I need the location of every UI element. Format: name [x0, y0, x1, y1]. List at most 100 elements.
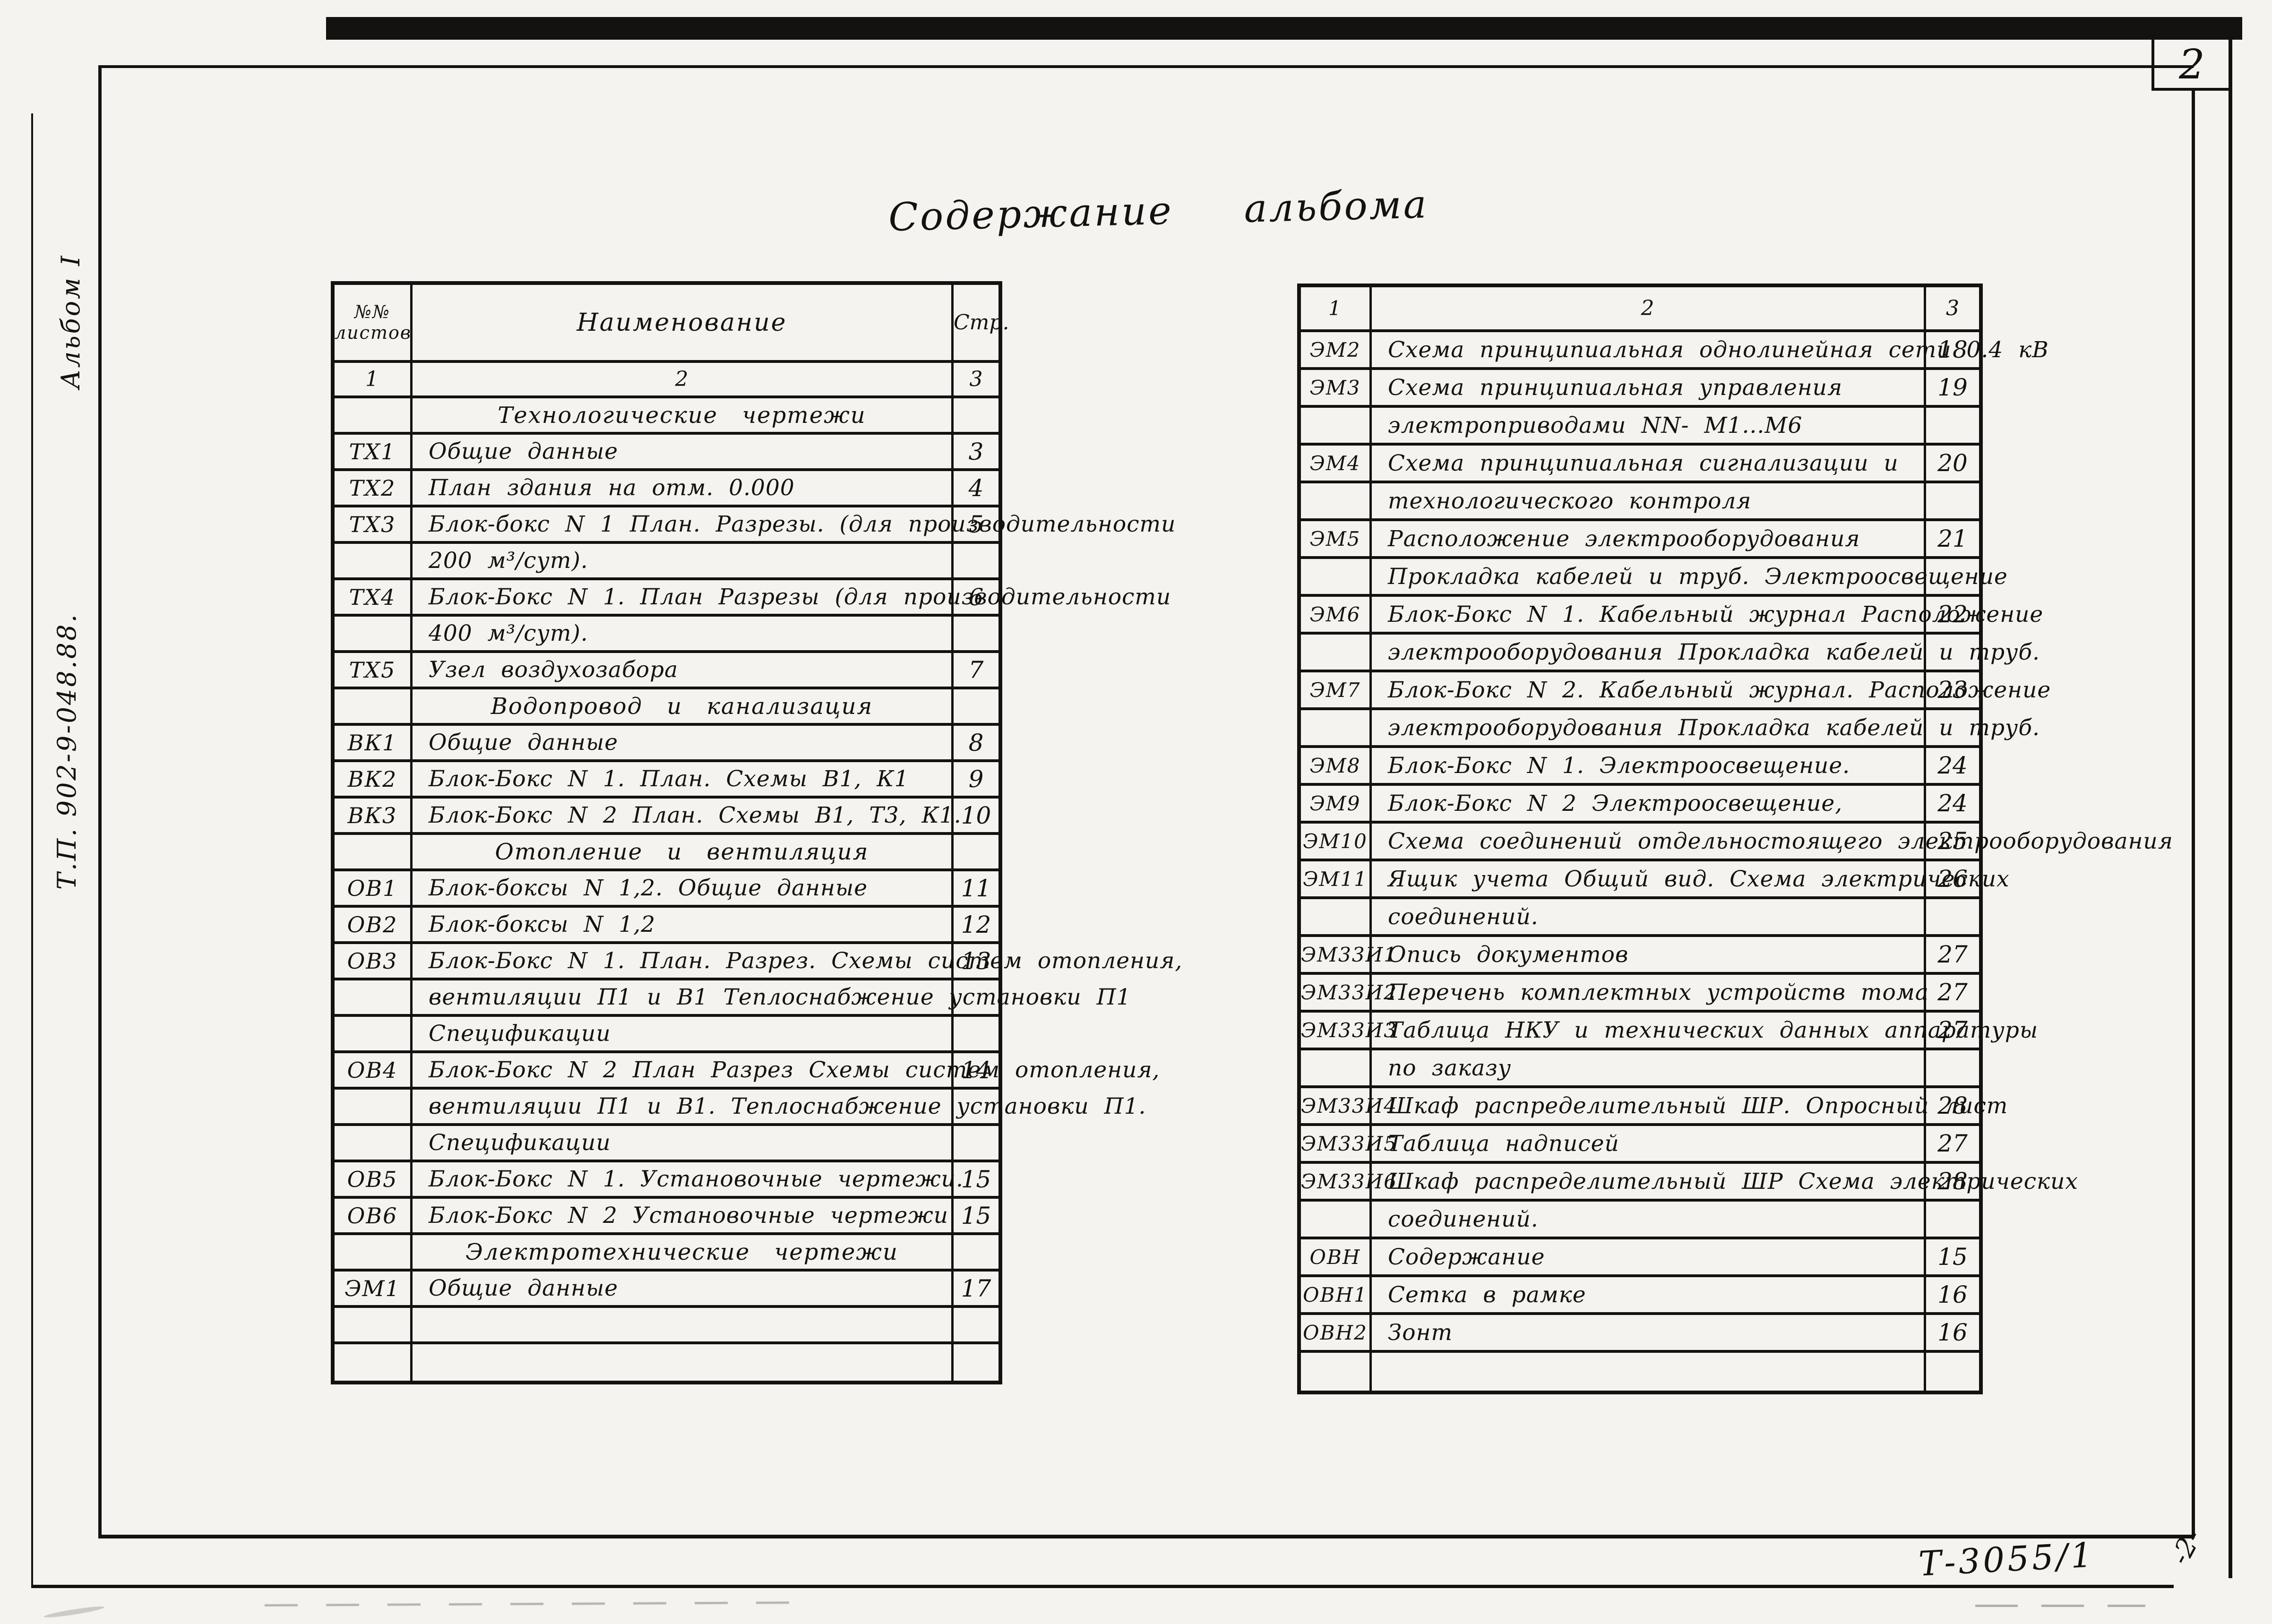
- column-number-cell: 3: [1926, 287, 1979, 332]
- sheet-name-cell: Блок-Бокс N 1. Кабельный журнал Располож…: [1372, 597, 2043, 635]
- sheet-id-cell: [335, 980, 413, 1017]
- sheet-id-cell: [1301, 408, 1372, 446]
- page-number-cell: 24: [1926, 786, 1979, 824]
- sheet-name-cell: Спецификации: [413, 1126, 954, 1162]
- sheet-name-cell: Таблица НКУ и технических данных аппарат…: [1372, 1013, 2038, 1050]
- page-number-cell: 28: [1926, 1088, 1979, 1126]
- toc-row: ОВ6 Блок-Бокс N 2 Установочные чертежи 1…: [335, 1199, 998, 1235]
- page-number-cell: 15: [954, 1199, 998, 1235]
- page-number-cell: [1926, 559, 1979, 597]
- toc-row: 400 м³/сут).: [335, 617, 998, 653]
- sheet-id-cell: ТХ1: [335, 435, 413, 471]
- sheet-id-cell: ОВ2: [335, 908, 413, 944]
- document-number: Т-3055/1: [1918, 1535, 2096, 1584]
- toc-row: электроприводами NN- М1...М6: [1301, 408, 1979, 446]
- sheet-id-cell: [335, 1090, 413, 1126]
- sheet-id-cell: [335, 1344, 413, 1381]
- sheet-name-cell: электрооборудования Прокладка кабелей и …: [1372, 635, 2040, 672]
- sheet-name-cell: Зонт: [1372, 1315, 1926, 1353]
- toc-row: соединений.: [1301, 899, 1979, 937]
- toc-row: ЭМ33И6 Шкаф распределительный ШР Схема э…: [1301, 1164, 2078, 1202]
- page-number-cell: 23: [1926, 672, 1979, 710]
- album-margin-label: Альбом I: [56, 254, 86, 389]
- page-number-cell: 16: [1926, 1315, 1979, 1353]
- sheet-name-cell: Шкаф распределительный ШР. Опросный лист: [1372, 1088, 2007, 1126]
- page-number-cell: [954, 1017, 998, 1053]
- sheet-id-cell: [1301, 635, 1372, 672]
- table-header-row: №№ листов Наименование Стр.: [335, 285, 1009, 363]
- page-number-cell: [954, 617, 998, 653]
- page-number-cell: [1926, 1202, 1979, 1239]
- toc-row: ЭМ2 Схема принципиальная однолинейная се…: [1301, 332, 2048, 370]
- frame-bottom-line: [98, 1535, 2195, 1538]
- toc-row: электрооборудования Прокладка кабелей и …: [1301, 635, 2040, 672]
- sheet-id-cell: ОВН1: [1301, 1277, 1372, 1315]
- sheet-id-cell: ОВ4: [335, 1053, 413, 1090]
- sheet-id-cell: ОВН2: [1301, 1315, 1372, 1353]
- sheet-name-cell: Блок-боксы N 1,2: [413, 908, 954, 944]
- sheet-name-cell: Спецификации: [413, 1017, 954, 1053]
- sheet-id-cell: ЭМ7: [1301, 672, 1372, 710]
- sheet-name-cell: План здания на отм. 0.000: [413, 471, 954, 507]
- page-number-cell: 27: [1926, 1013, 1979, 1050]
- sheet-name-cell: Ящик учета Общий вид. Схема электрически…: [1372, 861, 2009, 899]
- sheet-id-cell: [335, 398, 413, 435]
- sheet-name-cell: Блок-Бокс N 1. План. Схемы В1, К1: [413, 762, 954, 799]
- sheet-name-cell: соединений.: [1372, 1202, 1926, 1239]
- page-number-cell: [954, 1235, 998, 1272]
- page-number-cell: [954, 980, 998, 1017]
- sheet-name-cell: Блок-бокс N 1 План. Разрезы. (для произв…: [413, 507, 1175, 544]
- sheet-id-cell: ОВН: [1301, 1239, 1372, 1277]
- sheet-id-cell: [1301, 483, 1372, 521]
- page-number-cell: [1926, 1050, 1979, 1088]
- toc-row: ЭМ3 Схема принципиальная управления 19: [1301, 370, 1979, 408]
- toc-row: ОВ3 Блок-Бокс N 1. План. Разрез. Схемы с…: [335, 944, 1182, 980]
- page-number-cell: 18: [1926, 332, 1979, 370]
- outer-bottom-border: [31, 1585, 2174, 1588]
- toc-row: Спецификации: [335, 1126, 998, 1162]
- toc-row: ЭМ8 Блок-Бокс N 1. Электроосвещение. 24: [1301, 748, 1979, 786]
- sheet-id-cell: ВК3: [335, 799, 413, 835]
- column-number-row: 1 2 3: [1301, 287, 1979, 332]
- sheet-id-cell: ЭМ4: [1301, 446, 1372, 483]
- sheet-id-cell: [1301, 1353, 1372, 1391]
- sheet-id-cell: ЭМ9: [1301, 786, 1372, 824]
- scan-scuff-mark: [43, 1604, 105, 1620]
- toc-row: [1301, 1353, 1979, 1391]
- toc-row: ЭМ11 Ящик учета Общий вид. Схема электри…: [1301, 861, 2009, 899]
- sheet-id-cell: ЭМ2: [1301, 332, 1372, 370]
- page-number-cell: 15: [1926, 1239, 1979, 1277]
- column-number-cell: 3: [954, 363, 998, 398]
- toc-row: технологического контроля: [1301, 483, 1979, 521]
- sheet-id-cell: ЭМ33И3: [1301, 1013, 1396, 1050]
- sheet-name-cell: Общие данные: [413, 1272, 954, 1308]
- toc-row: ТХ5 Узел воздухозабора 7: [335, 653, 998, 689]
- toc-row: ОВ5 Блок-Бокс N 1. Установочные чертежи.…: [335, 1162, 998, 1199]
- sheet-id-cell: ЭМ1: [335, 1272, 413, 1308]
- toc-row: ЭМ33И3 Таблица НКУ и технических данных …: [1301, 1013, 2038, 1050]
- page-number-cell: [954, 1090, 998, 1126]
- project-code-margin-label: Т.П. 902-9-048.88.: [52, 612, 82, 890]
- sheet-name-cell: технологического контроля: [1372, 483, 1926, 521]
- page-number-cell: 6: [954, 580, 998, 617]
- sheet-name-cell: Общие данные: [413, 435, 954, 471]
- sheet-id-cell: [1301, 1202, 1372, 1239]
- sheet-id-cell: [335, 1017, 413, 1053]
- sheet-name-cell: вентиляции П1 и В1 Теплоснабжение устано…: [413, 980, 1131, 1017]
- sheet-id-cell: [1301, 559, 1372, 597]
- sheet-id-cell: ЭМ8: [1301, 748, 1372, 786]
- sheet-name-cell: Таблица надписей: [1372, 1126, 1926, 1164]
- page-number-cell: 3: [954, 435, 998, 471]
- sheet-number-box-left-line: [2152, 40, 2154, 90]
- column-number-cell: 1: [335, 363, 413, 398]
- page-number-cell: 7: [954, 653, 998, 689]
- toc-row: ЭМ9 Блок-Бокс N 2 Электроосвещение, 24: [1301, 786, 1979, 824]
- page-number-cell: 21: [1926, 521, 1979, 559]
- page-title: Содержание альбома: [888, 182, 1429, 241]
- toc-row: ОВ4 Блок-Бокс N 2 План Разрез Схемы сист…: [335, 1053, 1160, 1090]
- toc-row: вентиляции П1 и В1 Теплоснабжение устано…: [335, 980, 1131, 1017]
- sheet-name-cell: электроприводами NN- М1...М6: [1372, 408, 1926, 446]
- scan-scuff-mark: [264, 1601, 813, 1607]
- sheet-name-cell: Опись документов: [1372, 937, 1926, 975]
